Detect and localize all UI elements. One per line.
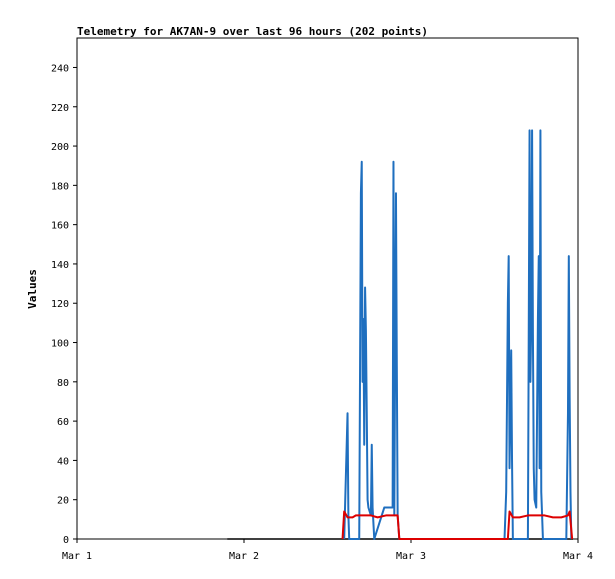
- plot-frame: [76, 37, 579, 540]
- x-tick-label: Mar 2: [229, 551, 259, 562]
- y-axis-label: Values: [26, 269, 39, 309]
- x-tick-label: Mar 4: [563, 551, 593, 562]
- series-line-2: [341, 510, 574, 540]
- y-tick-label: 40: [57, 456, 69, 467]
- y-axis: 0 20 40 60 80 100 120 140 160 180 200 220 240: [51, 63, 77, 546]
- series-layer: [227, 129, 574, 540]
- y-tick-label: 220: [51, 103, 69, 114]
- y-tick-label: 0: [63, 535, 69, 546]
- y-tick-label: 160: [51, 221, 69, 232]
- chart-title: Telemetry for AK7AN-9 over last 96 hours…: [77, 25, 428, 38]
- y-tick-label: 120: [51, 299, 69, 310]
- y-tick-label: 240: [51, 63, 69, 74]
- y-tick-label: 200: [51, 142, 69, 153]
- y-tick-label: 140: [51, 260, 69, 271]
- y-tick-label: 80: [57, 378, 69, 389]
- y-tick-label: 20: [57, 496, 69, 507]
- x-axis: Mar 1 Mar 2 Mar 3 Mar 4: [62, 539, 593, 562]
- series-line-1: [343, 129, 573, 540]
- y-tick-label: 100: [51, 339, 69, 350]
- x-tick-label: Mar 3: [396, 551, 426, 562]
- y-tick-label: 60: [57, 417, 69, 428]
- x-tick-label: Mar 1: [62, 551, 92, 562]
- y-tick-label: 180: [51, 181, 69, 192]
